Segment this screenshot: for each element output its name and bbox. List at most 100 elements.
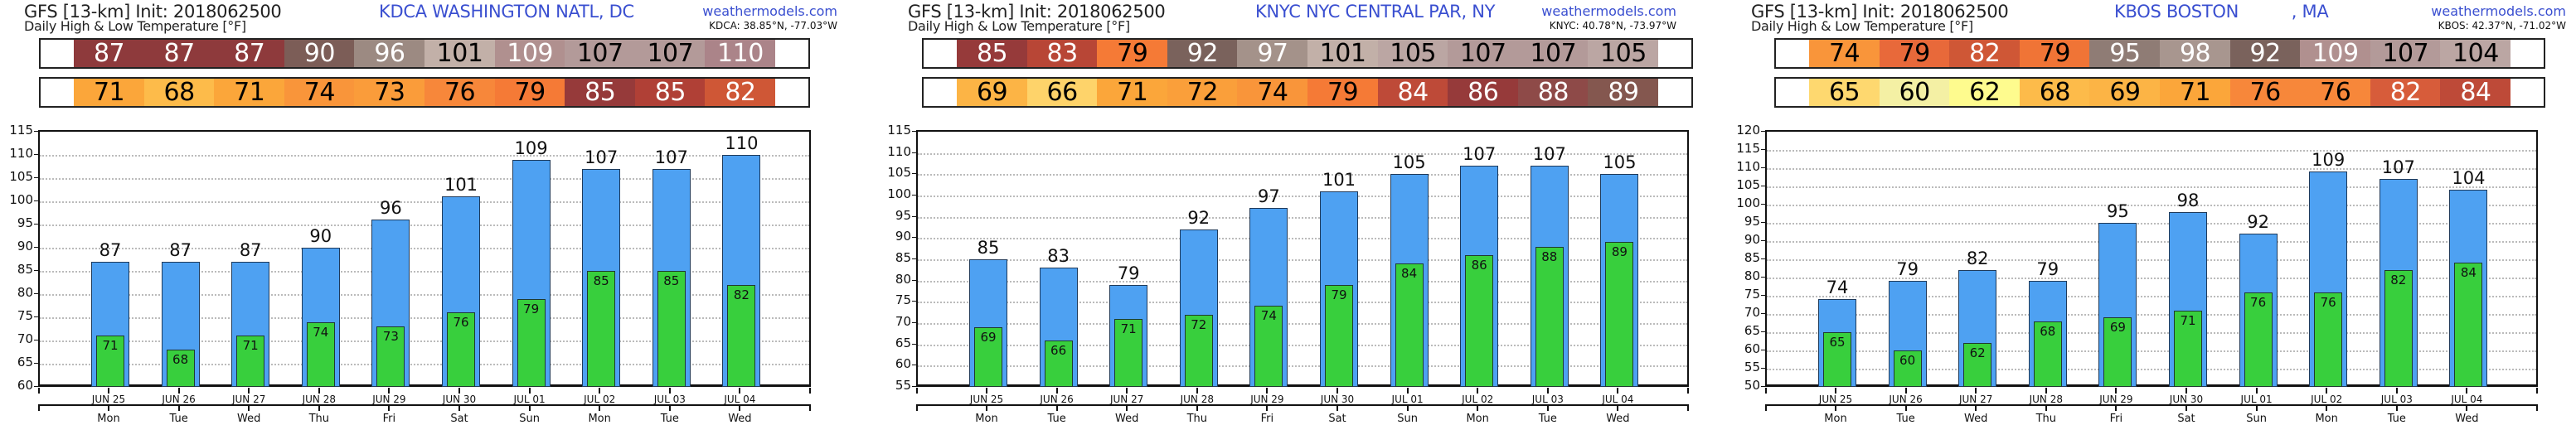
low-temp-label: 66 [1050,342,1067,358]
day-tick-mark [2536,405,2538,411]
x-date-label: JUN 27 [1958,394,1993,405]
day-tick-mark [916,405,918,411]
y-tick-mark [1761,131,1765,132]
day-tick-mark [388,405,391,411]
low-temp-label: 86 [1471,257,1487,273]
brand-link[interactable]: weathermodels.com [2431,3,2566,19]
day-tick-mark [2395,405,2398,411]
x-tick-mark [1975,388,1977,394]
low-temp-cell: 85 [565,78,636,107]
high-temp-label: 90 [309,226,332,246]
low-temp-label: 71 [242,338,259,354]
day-tick-mark [739,405,741,411]
gridline [918,323,1687,325]
panel-kbos: GFS [13-km] Init: 2018062500 Daily High … [1727,0,2576,425]
low-temp-strip: 71 68 71 74 73 76 79 85 85 82 [39,77,810,108]
high-temp-cell: 101 [424,39,496,68]
high-temp-cell: 105 [1588,39,1659,68]
gridline [918,238,1687,240]
low-temp-cell: 76 [424,78,496,107]
x-date-label: JUN 29 [1250,394,1284,405]
x-tick-mark [2185,388,2187,394]
x-tick-mark [1055,388,1058,394]
y-tick-label: 115 [887,123,911,138]
day-axis-line [38,404,811,406]
low-temp-label: 72 [1191,316,1207,332]
day-tick-mark [2466,405,2468,411]
low-temp-bar [517,298,546,387]
brand-link[interactable]: weathermodels.com [1541,3,1676,19]
chart-subtitle: Daily High & Low Temperature [°F] [1751,18,1973,34]
high-temp-label: 87 [239,239,262,260]
day-tick-mark [1055,405,1058,411]
high-temp-cell: 87 [74,39,145,68]
low-temp-strip: 65 60 62 68 69 71 76 76 82 84 [1774,77,2545,108]
low-temp-label: 85 [593,273,609,288]
high-temp-cell: 82 [1949,39,2021,68]
low-temp-bar [1963,343,1992,387]
x-date-label: JUN 30 [2169,394,2204,405]
brand-link[interactable]: weathermodels.com [702,3,837,19]
x-tick-mark [739,388,741,394]
low-temp-cell: 65 [1809,78,1880,107]
gridline [918,302,1687,304]
gridline [918,152,1687,155]
day-axis-line [1765,404,2538,406]
low-temp-bar [166,350,195,387]
low-temp-bar [376,326,405,387]
y-tick-mark [912,322,916,323]
temperature-bar-chart: 87 71 87 68 87 71 90 74 96 73 101 76 109 79 107 85 107 85… [38,130,811,387]
station-title: KDCA WASHINGTON NATL, DC [379,2,634,22]
low-temp-bar [2033,321,2062,387]
x-date-label: JUN 30 [442,394,477,405]
y-tick-label: 70 [17,331,33,346]
y-tick-mark [1761,295,1765,296]
day-tick-mark [1904,405,1907,411]
x-tick-mark [2115,388,2118,394]
x-day-label: Mon [1824,413,1847,425]
low-temp-bar [2454,263,2483,387]
low-temp-label: 65 [1829,335,1846,350]
high-temp-strip: 85 83 79 92 97 101 105 107 107 105 [922,38,1693,69]
day-tick-mark [38,405,40,411]
y-tick-mark [912,258,916,259]
x-date-label: JUL 04 [724,394,756,405]
low-temp-bar [306,321,335,387]
y-tick-label: 50 [1744,378,1760,393]
x-day-label: Tue [1896,413,1915,425]
high-temp-label: 79 [1896,259,1919,280]
gridline [40,364,809,365]
high-temp-cell: 79 [2019,39,2090,68]
high-temp-label: 74 [1826,278,1849,298]
gridline [1767,186,2536,188]
low-temp-cell: 71 [214,78,285,107]
high-temp-cell: 98 [2160,39,2231,68]
low-temp-label: 73 [382,329,399,345]
temperature-bar-chart: 85 69 83 66 79 71 92 72 97 74 101 79 105 84 107 86 107 88… [916,130,1689,387]
x-date-label: JUN 29 [372,394,406,405]
gridline [918,280,1687,283]
x-tick-mark [1337,388,1338,394]
gridline [1767,314,2536,316]
day-tick-mark [1975,405,1977,411]
y-tick-label: 105 [1736,177,1760,192]
x-date-label: JUN 26 [162,394,196,405]
high-temp-label: 87 [169,239,192,260]
low-temp-bar [1114,318,1143,387]
high-temp-label: 104 [2452,168,2486,189]
day-tick-mark [1765,405,1767,411]
low-temp-bar [2103,317,2132,387]
x-date-label: JUN 25 [91,394,126,405]
y-tick-label: 75 [895,292,911,308]
high-temp-label: 92 [1187,208,1210,229]
day-tick-mark [458,405,460,411]
x-day-label: Wed [237,413,261,425]
x-tick-mark [388,388,391,394]
low-temp-bar [1893,350,1922,387]
low-temp-label: 68 [172,352,189,368]
high-temp-label: 79 [2036,259,2059,280]
y-tick-label: 85 [895,250,911,265]
day-tick-mark [599,405,601,411]
model-init-title: GFS [13-km] Init: 2018062500 [24,2,282,22]
x-tick-mark [108,388,109,394]
